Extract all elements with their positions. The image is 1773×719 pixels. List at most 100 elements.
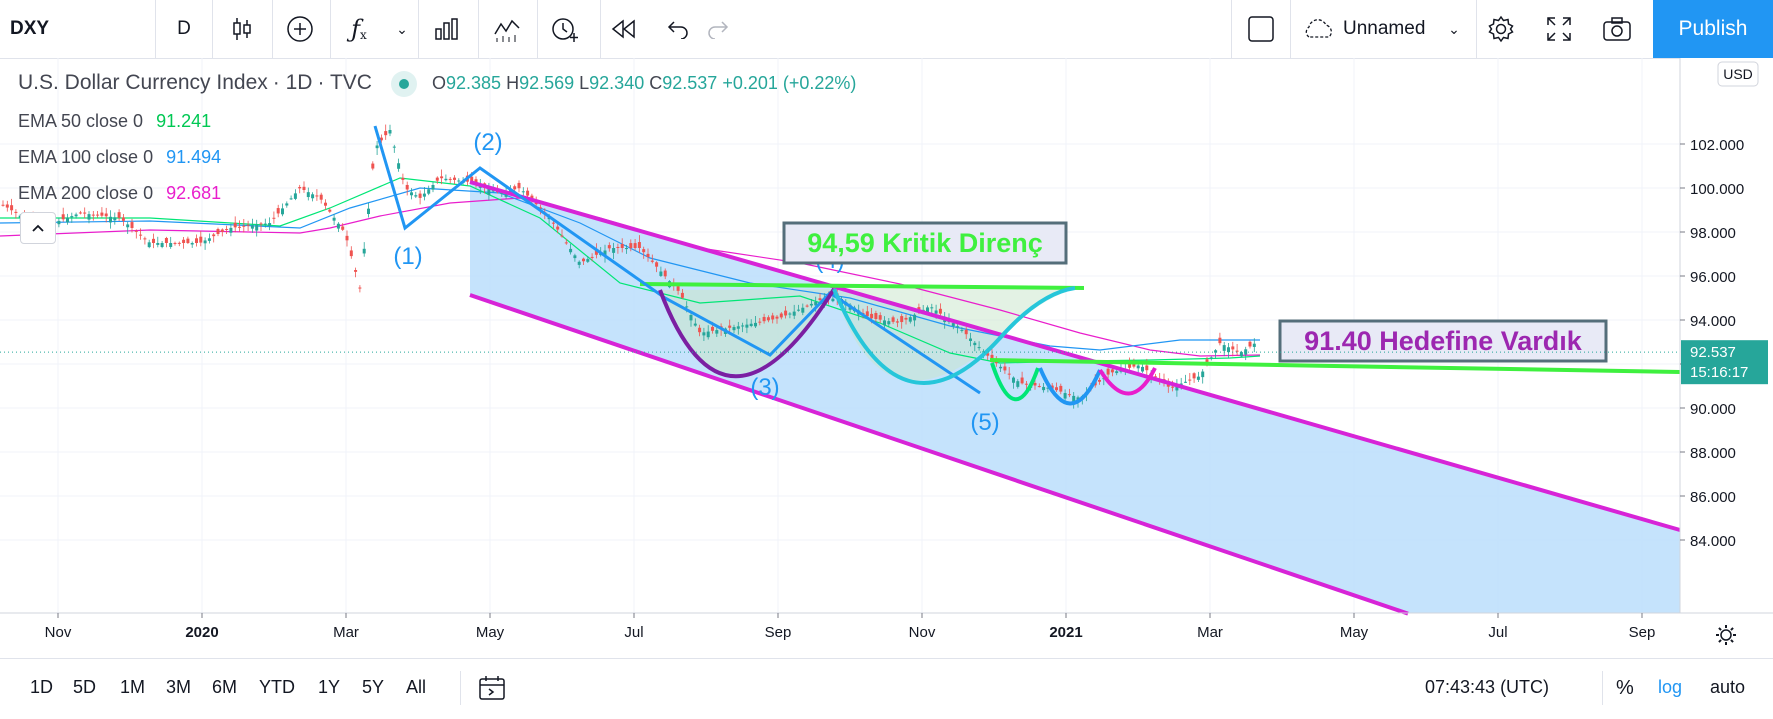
- divider: [1231, 0, 1232, 58]
- candle-body: [711, 326, 714, 331]
- add-compare-icon[interactable]: [283, 0, 317, 58]
- chevron-down-icon[interactable]: ⌄: [396, 20, 408, 37]
- candle-body: [938, 308, 942, 314]
- ema50-label: EMA 50 close 0: [18, 111, 144, 131]
- candle-body: [1020, 377, 1024, 384]
- open-value: 92.385: [445, 73, 502, 93]
- y-tick-label: 98.000: [1690, 225, 1736, 242]
- last-price-tag: [1681, 340, 1768, 385]
- range-6m[interactable]: 6M: [212, 677, 238, 697]
- camera-icon[interactable]: [1600, 0, 1634, 58]
- cup-arc-teal: [832, 286, 1076, 385]
- candle-body: [173, 242, 177, 244]
- candle-body: [745, 324, 749, 328]
- candle-body: [96, 214, 100, 216]
- range-5d[interactable]: 5D: [73, 677, 97, 697]
- chart-area[interactable]: (1)(2)(3)(4)(5)94,59 Kritik Direnç91.40 …: [0, 58, 1773, 658]
- replay-icon[interactable]: [607, 0, 641, 58]
- candle-body: [934, 310, 938, 314]
- candle-body: [900, 316, 904, 323]
- x-tick-label: Nov: [909, 624, 936, 641]
- countdown-label: 15:16:17: [1690, 364, 1748, 381]
- undo-icon[interactable]: [660, 0, 694, 58]
- range-5y[interactable]: 5Y: [362, 677, 385, 697]
- candle-body: [1024, 383, 1028, 385]
- ema100-legend[interactable]: EMA 100 close 0 91.494: [18, 147, 221, 168]
- range-1m[interactable]: 1M: [120, 677, 146, 697]
- candles: [1, 124, 1256, 409]
- candles-icon[interactable]: [225, 0, 259, 58]
- candle-body: [702, 332, 706, 336]
- symbol-search[interactable]: DXY: [10, 18, 50, 39]
- layout-name[interactable]: Unnamed: [1343, 18, 1426, 39]
- candle-body: [397, 163, 401, 169]
- candle-body: [220, 229, 224, 232]
- candle-body: [1153, 376, 1157, 378]
- go-to-date-icon[interactable]: [478, 675, 506, 706]
- bar-chart-icon[interactable]: [430, 0, 464, 58]
- y-tick-label: 96.000: [1690, 269, 1736, 286]
- candle-body: [5, 204, 9, 208]
- alert-icon[interactable]: [548, 0, 582, 58]
- candle-body: [517, 182, 521, 189]
- candle-body: [491, 190, 495, 192]
- candle-body: [367, 208, 370, 215]
- redo-icon[interactable]: [702, 0, 736, 58]
- cloud-icon[interactable]: [1300, 0, 1338, 58]
- range-ytd[interactable]: YTD: [259, 677, 295, 697]
- candle-body: [375, 145, 379, 149]
- range-1d[interactable]: 1D: [30, 677, 54, 697]
- legend-collapse-button[interactable]: [20, 212, 56, 244]
- market-status-icon: [390, 71, 417, 98]
- interval-button[interactable]: D: [177, 18, 191, 39]
- candle-body: [246, 224, 250, 226]
- candle-body: [732, 327, 736, 331]
- x-tick-label: Mar: [1197, 624, 1223, 641]
- candle-body: [293, 193, 297, 199]
- range-1y[interactable]: 1Y: [318, 677, 341, 697]
- candle-body: [930, 307, 934, 309]
- publish-button[interactable]: Publish: [1653, 0, 1773, 58]
- candle-body: [1072, 395, 1076, 402]
- candle-body: [788, 313, 792, 315]
- candle-body: [556, 226, 560, 230]
- settings-icon[interactable]: [1484, 0, 1518, 58]
- range-all[interactable]: All: [406, 677, 427, 697]
- candle-body: [994, 362, 998, 364]
- candle-body: [87, 214, 91, 220]
- candle-body: [315, 195, 319, 197]
- candle-body: [831, 298, 835, 302]
- candle-body: [100, 212, 104, 216]
- candle-body: [242, 225, 246, 227]
- fullscreen-icon[interactable]: [1542, 0, 1576, 58]
- templates-icon[interactable]: [490, 0, 524, 58]
- square-icon[interactable]: [1244, 0, 1278, 58]
- candle-body: [1042, 386, 1046, 391]
- wave-label-1: (1): [393, 243, 422, 270]
- target-label-box: [1278, 319, 1608, 363]
- price-chart[interactable]: (1)(2)(3)(4)(5)94,59 Kritik Direnç91.40 …: [0, 58, 1773, 658]
- range-3m[interactable]: 3M: [166, 677, 192, 697]
- candle-body: [1007, 373, 1011, 375]
- symbol-legend: U.S. Dollar Currency Index · 1D · TVC O9…: [18, 71, 856, 98]
- last-price-label: 92.537: [1690, 344, 1736, 361]
- utc-clock[interactable]: 07:43:43 (UTC): [1425, 677, 1550, 697]
- candle-body: [999, 366, 1003, 369]
- candle-body: [891, 317, 895, 322]
- chevron-down-icon[interactable]: ⌄: [1448, 20, 1460, 37]
- candle-body: [263, 223, 267, 225]
- candle-body: [349, 250, 353, 257]
- candle-body: [354, 270, 358, 272]
- auto-scale-button[interactable]: auto: [1710, 677, 1746, 697]
- candle-body: [642, 249, 646, 253]
- candle-body: [603, 250, 607, 257]
- candle-body: [951, 323, 955, 327]
- ema50-legend[interactable]: EMA 50 close 0 91.241: [18, 111, 211, 132]
- percent-scale-button[interactable]: %: [1616, 677, 1634, 699]
- ema200-legend[interactable]: EMA 200 close 0 92.681: [18, 183, 221, 204]
- x-tick-label: Sep: [765, 624, 792, 641]
- log-scale-button[interactable]: log: [1658, 677, 1683, 697]
- axis-settings-icon[interactable]: [1716, 625, 1736, 645]
- candle-body: [973, 342, 977, 346]
